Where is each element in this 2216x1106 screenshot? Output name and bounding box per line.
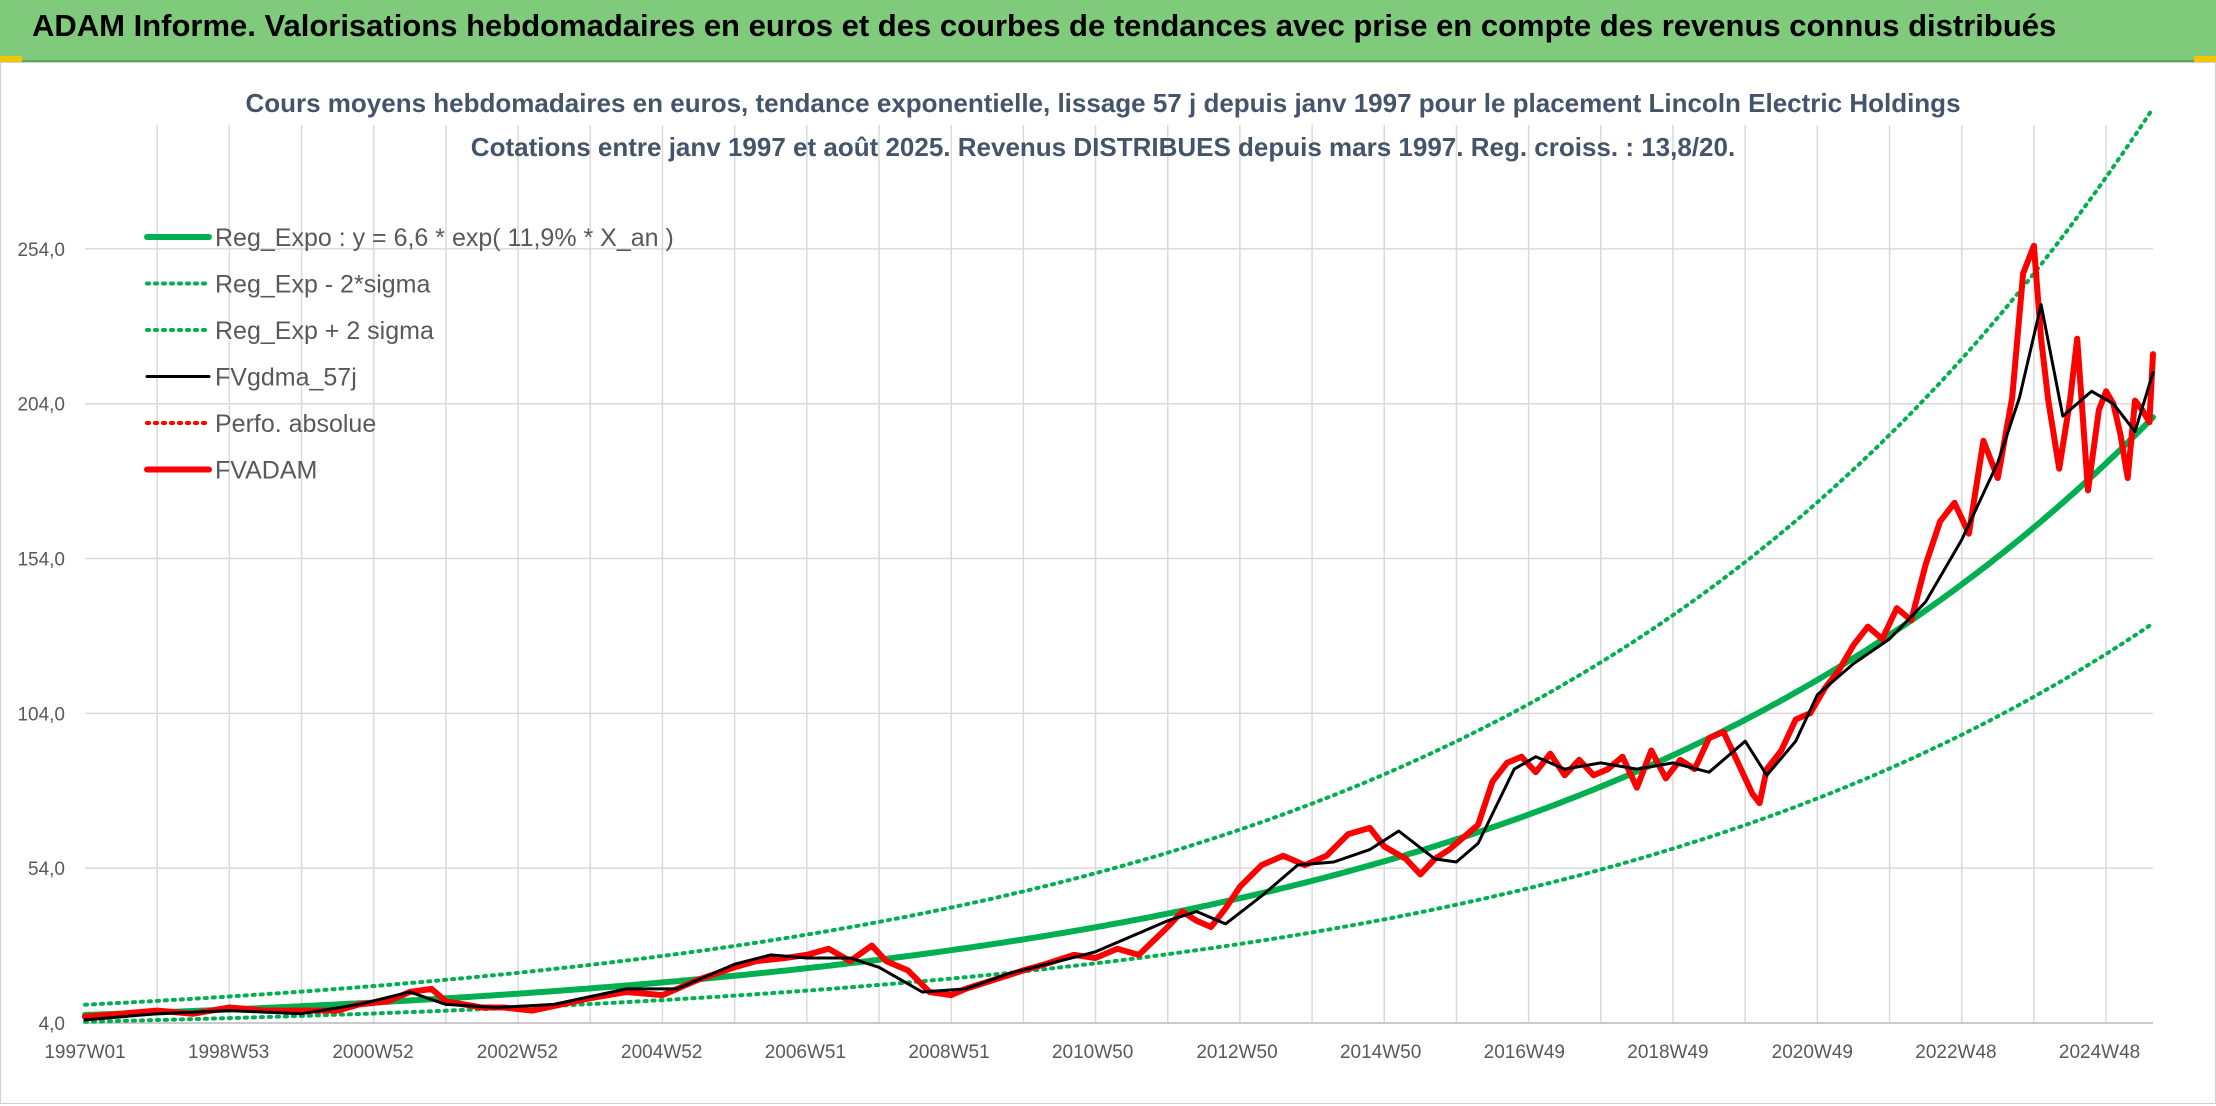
chart-frame: Cours moyens hebdomadaires en euros, ten…	[0, 62, 2216, 1104]
legend-label: Reg_Exp - 2*sigma	[215, 271, 430, 299]
series-reg-expo	[82, 414, 2156, 1018]
x-tick-label: 2012W50	[1196, 1042, 1277, 1063]
x-tick-label: 2004W52	[621, 1042, 702, 1063]
series-reg-exp-minus-2-sigma	[83, 621, 2155, 1024]
series-reg-exp-plus-2-sigma	[83, 106, 2155, 1007]
legend-label: Reg_Expo : y = 6,6 * exp( 11,9% * X_an )	[215, 224, 674, 252]
y-tick-label: 104,0	[17, 704, 65, 725]
x-tick-label: 2018W49	[1627, 1042, 1708, 1063]
x-tick-label: 2014W50	[1340, 1042, 1421, 1063]
x-tick-label: 1997W01	[44, 1042, 125, 1063]
legend-label: FVgdma_57j	[215, 364, 357, 392]
y-axis: 4,0 54,0 104,0 154,0 204,0 254,0	[17, 240, 65, 1035]
banner-title: ADAM Informe. Valorisations hebdomadaire…	[32, 8, 2057, 43]
y-tick-label: 154,0	[17, 550, 65, 571]
x-tick-label: 2002W52	[477, 1042, 558, 1063]
y-tick-label: 254,0	[17, 240, 65, 261]
series-layer	[82, 106, 2156, 1024]
chart-subtitle: Cotations entre janv 1997 et août 2025. …	[471, 132, 1735, 162]
legend-label: Reg_Exp + 2 sigma	[215, 317, 434, 345]
x-tick-label: 2006W51	[765, 1042, 846, 1063]
x-axis: 1997W01 1998W53 2000W52 2002W52 2004W52 2006W…	[44, 1042, 2140, 1063]
x-tick-label: 2020W49	[1772, 1042, 1853, 1063]
x-tick-label: 1998W53	[188, 1042, 269, 1063]
banner: ADAM Informe. Valorisations hebdomadaire…	[0, 0, 2216, 62]
y-tick-label: 204,0	[17, 395, 65, 416]
legend-label: FVADAM	[215, 457, 317, 485]
x-tick-label: 2000W52	[332, 1042, 413, 1063]
y-tick-label: 54,0	[28, 859, 65, 880]
y-tick-label: 4,0	[39, 1014, 65, 1035]
x-tick-label: 2022W48	[1915, 1042, 1996, 1063]
x-tick-label: 2008W51	[908, 1042, 989, 1063]
x-tick-label: 2016W49	[1484, 1042, 1565, 1063]
corner-marker-left	[0, 56, 22, 62]
series-fvadam	[82, 242, 2156, 1020]
legend-label: Perfo. absolue	[215, 410, 376, 438]
x-tick-label: 2024W48	[2059, 1042, 2140, 1063]
chart-title: Cours moyens hebdomadaires en euros, ten…	[245, 88, 1960, 118]
series-fvgdma-57j	[83, 303, 2155, 1022]
legend: Reg_Expo : y = 6,6 * exp( 11,9% * X_an )…	[144, 224, 674, 485]
chart: Cours moyens hebdomadaires en euros, ten…	[17, 88, 2156, 1063]
corner-marker-right	[2194, 56, 2216, 62]
grid-layer	[85, 125, 2153, 1024]
x-tick-label: 2010W50	[1052, 1042, 1133, 1063]
